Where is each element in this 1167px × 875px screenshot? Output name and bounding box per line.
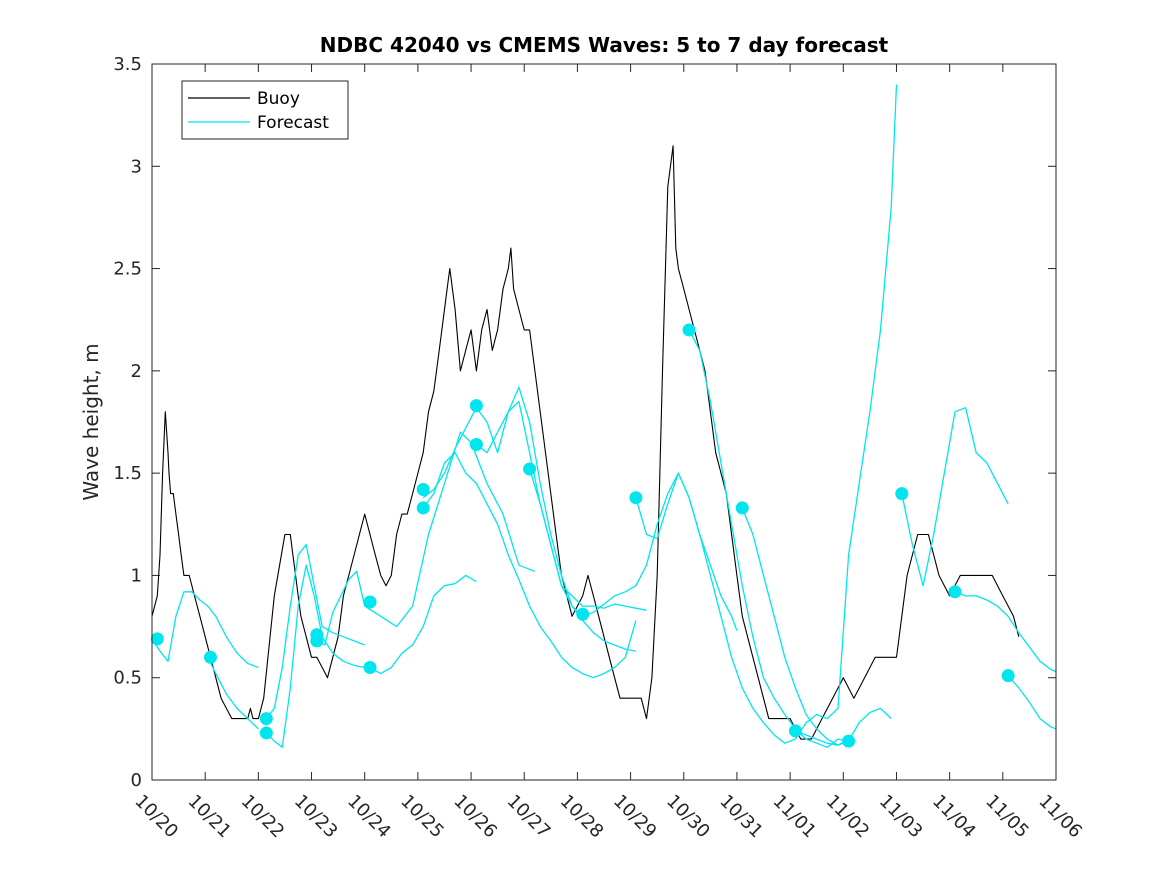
x-tick-label: 10/31 [715, 791, 767, 843]
series-line-forecast [151, 591, 259, 669]
forecast-start-marker [363, 660, 377, 674]
forecast-start-marker [682, 323, 696, 337]
y-tick-label: 2.5 [113, 259, 142, 280]
series-line-forecast [265, 564, 365, 748]
series-line-forecast [901, 407, 1009, 587]
forecast-start-marker [203, 650, 217, 664]
y-axis-label: Wave height, m [79, 343, 103, 500]
x-tick-label: 11/06 [1034, 791, 1086, 843]
series-line-forecast [265, 544, 365, 720]
y-tick-label: 1.5 [113, 463, 142, 484]
y-tick-label: 0.5 [113, 668, 142, 689]
x-tick-label: 10/24 [343, 791, 395, 843]
forecast-start-marker [259, 726, 273, 740]
x-tick-label: 10/23 [290, 791, 342, 843]
series-line-forecast [422, 84, 898, 744]
plot-series [151, 84, 1057, 748]
forecast-start-marker [842, 734, 856, 748]
x-tick-label: 11/04 [928, 791, 980, 843]
forecast-start-marker [735, 501, 749, 515]
series-line-forecast [369, 574, 477, 675]
series-line-forecast [954, 591, 1057, 673]
y-tick-label: 0 [131, 770, 142, 791]
forecast-markers [150, 323, 1015, 748]
forecast-start-marker [259, 712, 273, 726]
x-tick-label: 10/26 [450, 791, 502, 843]
forecast-start-marker [788, 724, 802, 738]
legend-label-forecast: Forecast [257, 113, 329, 133]
forecast-start-marker [948, 585, 962, 599]
x-tick-label: 11/02 [822, 791, 874, 843]
axes-ticks: 00.511.522.533.510/20 10/21 10/22 10/23 10/2… [113, 54, 1086, 842]
plot-area-frame [151, 63, 1057, 781]
forecast-start-marker [310, 634, 324, 648]
series-line-forecast [1007, 675, 1057, 730]
x-tick-label: 10/28 [556, 791, 608, 843]
series-line-forecast [688, 329, 849, 748]
x-tick-label: 10/30 [662, 791, 714, 843]
legend-box [181, 80, 349, 140]
forecast-start-marker [416, 501, 430, 515]
x-tick-label: 11/03 [875, 791, 927, 843]
x-tick-label: 10/29 [609, 791, 661, 843]
series-line-forecast [741, 507, 849, 746]
x-tick-label: 10/27 [503, 791, 555, 843]
forecast-start-marker [523, 462, 537, 476]
y-tick-label: 3.5 [113, 54, 142, 75]
forecast-start-marker [469, 438, 483, 452]
forecast-start-marker [469, 399, 483, 413]
series-line-forecast [476, 400, 647, 611]
forecast-start-marker [576, 607, 590, 621]
series-line-forecast [207, 657, 259, 730]
x-tick-label: 11/01 [769, 791, 821, 843]
forecast-start-marker [416, 483, 430, 497]
forecast-start-marker [1001, 669, 1015, 683]
y-tick-label: 1 [131, 565, 142, 586]
legend: Buoy Forecast [181, 80, 349, 140]
x-tick-label: 11/05 [981, 791, 1033, 843]
chart-title: NDBC 42040 vs CMEMS Waves: 5 to 7 day fo… [320, 33, 889, 57]
x-tick-label: 10/22 [237, 791, 289, 843]
forecast-start-marker [363, 595, 377, 609]
series-line-forecast [422, 452, 637, 679]
series-line-forecast [635, 472, 738, 631]
x-tick-label: 10/25 [396, 791, 448, 843]
series-line-buoy [151, 145, 1020, 740]
x-tick-label: 10/20 [130, 791, 182, 843]
series-line-forecast [528, 468, 637, 652]
y-tick-label: 2 [131, 361, 142, 382]
x-tick-label: 10/21 [184, 791, 236, 843]
forecast-start-marker [629, 491, 643, 505]
legend-label-buoy: Buoy [257, 89, 300, 109]
forecast-start-marker [150, 632, 164, 646]
series-line-forecast [316, 431, 536, 646]
forecast-start-marker [895, 487, 909, 501]
y-tick-label: 3 [131, 156, 142, 177]
